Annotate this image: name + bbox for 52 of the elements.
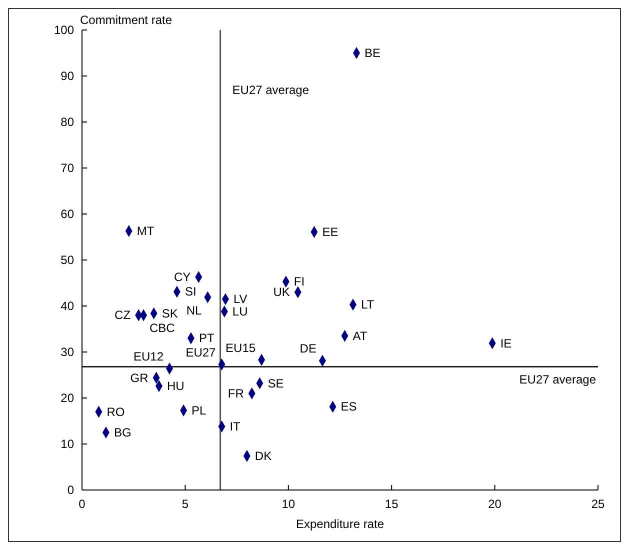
annotation: SI [184, 284, 196, 299]
ref-line-label: EU27 average [232, 83, 310, 97]
annotation: FR [228, 386, 244, 400]
x-tick-label: 10 [282, 497, 296, 511]
annotation: EU27 [186, 345, 216, 360]
y-tick-label: 60 [60, 207, 74, 221]
annotation: LV [233, 292, 248, 306]
annotation: DK [254, 448, 272, 463]
annotation: UK [273, 285, 290, 300]
annotation: SE [268, 376, 284, 390]
annotation: GR [130, 370, 149, 385]
annotation: IE [500, 336, 512, 350]
y-tick-label: 0 [67, 483, 74, 497]
annotation: BG [114, 426, 132, 440]
y-tick-label: 100 [54, 23, 74, 37]
annotation: BE [364, 46, 381, 60]
x-tick-label: 20 [488, 497, 502, 511]
ref-line-label: EU27 average [519, 372, 596, 387]
annotation: ES [340, 400, 357, 414]
y-tick-label: 50 [60, 253, 74, 267]
y-tick-label: 20 [60, 391, 74, 405]
annotation: MT [136, 224, 155, 238]
annotation: PT [198, 331, 215, 346]
annotation: SK [162, 306, 178, 320]
y-axis-title: Commitment rate [80, 13, 172, 27]
y-tick-label: 40 [60, 299, 74, 313]
annotation: EU15 [226, 340, 256, 355]
x-tick-label: 15 [384, 497, 399, 511]
annotation: AT [352, 328, 368, 343]
y-tick-label: 90 [60, 69, 74, 83]
x-tick-label: 25 [591, 497, 605, 511]
annotation: IT [230, 420, 242, 434]
y-tick-label: 70 [60, 161, 74, 175]
annotation: FI [294, 274, 305, 289]
annotation: NL [186, 303, 202, 318]
annotation: HU [166, 379, 184, 394]
x-axis-title: Expenditure rate [296, 517, 384, 531]
annotation: CZ [114, 308, 131, 322]
x-tick-label: 5 [182, 497, 189, 511]
annotation: LU [232, 304, 248, 319]
annotation: CBC [150, 321, 176, 336]
annotation: EE [322, 224, 338, 239]
y-tick-label: 30 [60, 345, 74, 359]
annotation: LT [361, 298, 375, 312]
annotation: PL [192, 403, 207, 418]
annotation: DE [300, 342, 316, 356]
annotation: CY [174, 270, 191, 284]
x-tick-label: 0 [78, 497, 86, 511]
y-tick-label: 10 [60, 437, 74, 451]
y-tick-label: 80 [60, 115, 74, 129]
annotation: EU12 [133, 350, 164, 364]
annotation: RO [106, 404, 125, 419]
